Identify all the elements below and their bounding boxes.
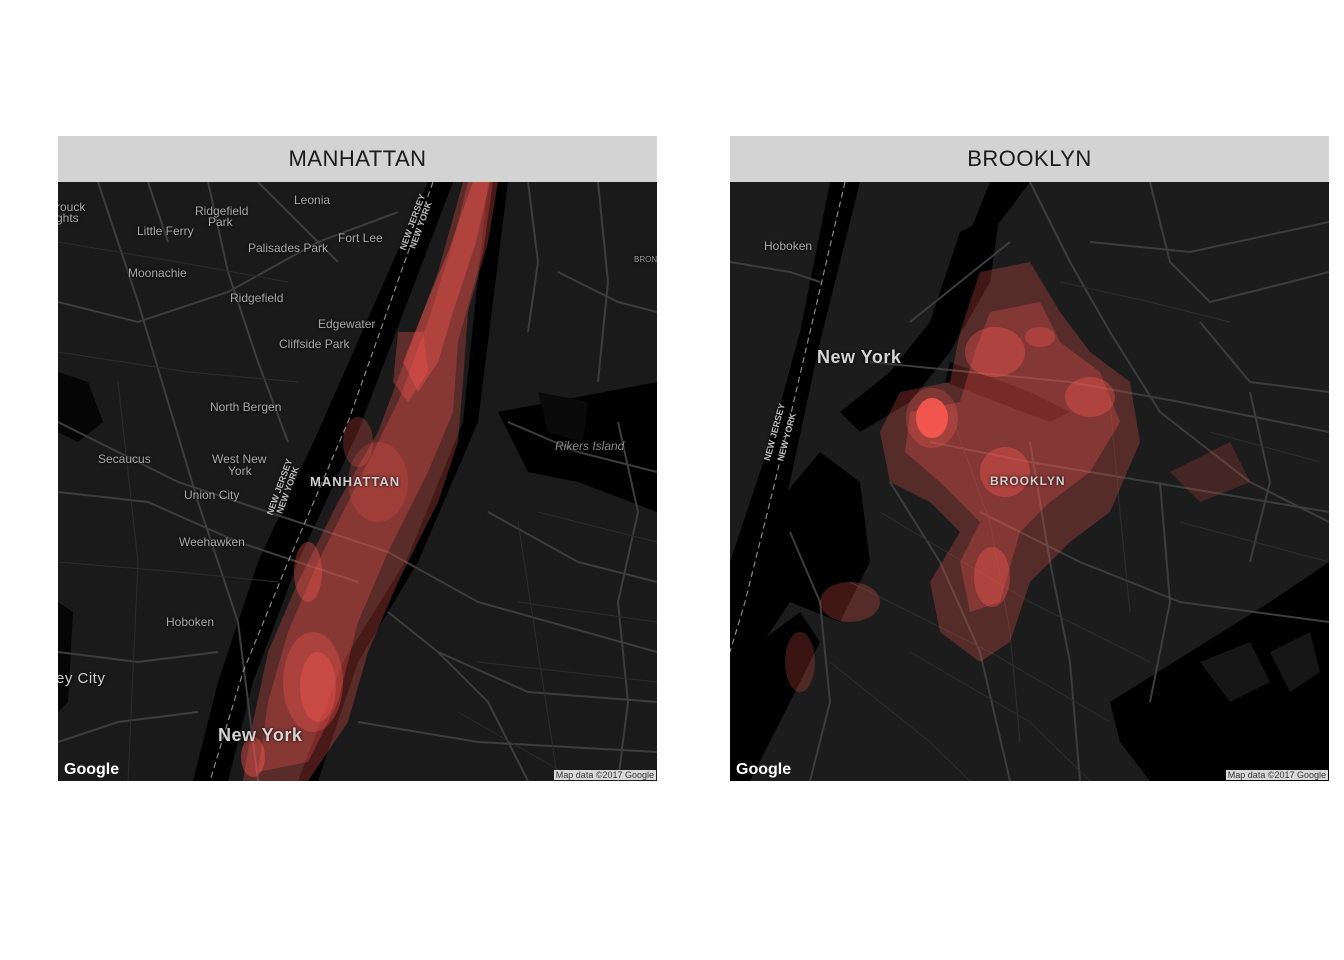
map-attribution[interactable]: Map data ©2017 Google — [1225, 770, 1328, 780]
place-label: ey City — [58, 670, 106, 687]
place-label: Leonia — [294, 193, 331, 207]
map-attribution[interactable]: Map data ©2017 Google — [553, 770, 656, 780]
place-label: Hoboken — [166, 615, 215, 629]
google-logo: Google — [64, 761, 120, 778]
map-panel[interactable]: rouck ghts Ridgefield Park Leonia Little… — [58, 182, 657, 781]
place-label: York — [228, 464, 252, 478]
borough-label: BROOKLYN — [990, 474, 1066, 488]
place-label: Ridgefield — [195, 204, 249, 218]
facet-strip-title: BROOKLYN — [730, 136, 1329, 182]
place-label: Edgewater — [318, 317, 376, 331]
place-label: Rikers Island — [555, 439, 625, 453]
place-label: Union City — [184, 488, 240, 502]
place-label: rouck — [58, 200, 86, 214]
map-panel[interactable]: Hoboken New York BROOKLYN NEW JERSEY NEW… — [730, 182, 1329, 781]
place-label: Ridgefield — [230, 291, 284, 305]
place-label: Weehawken — [179, 535, 245, 549]
facet-strip-title: MANHATTAN — [58, 136, 657, 182]
place-label: Moonachie — [128, 266, 187, 280]
place-label: Cliffside Park — [279, 337, 350, 351]
basemap — [730, 182, 1329, 781]
place-label: North Bergen — [210, 400, 282, 414]
facet-manhattan: MANHATTAN — [58, 136, 657, 781]
place-label: West New — [212, 452, 267, 466]
place-label: Hoboken — [764, 239, 813, 253]
place-label: BRON — [634, 255, 657, 264]
city-label: New York — [817, 347, 902, 367]
place-label: Fort Lee — [338, 231, 383, 245]
borough-label: MANHATTAN — [310, 474, 401, 489]
google-logo: Google — [736, 761, 792, 778]
place-label: Secaucus — [98, 452, 151, 466]
place-label: Palisades Park — [248, 241, 329, 255]
city-label: New York — [218, 725, 303, 745]
place-label: Little Ferry — [137, 224, 194, 238]
basemap — [58, 182, 657, 781]
facet-brooklyn: BROOKLYN — [730, 136, 1329, 781]
place-label: Park — [208, 215, 233, 229]
place-label: ghts — [58, 211, 79, 225]
